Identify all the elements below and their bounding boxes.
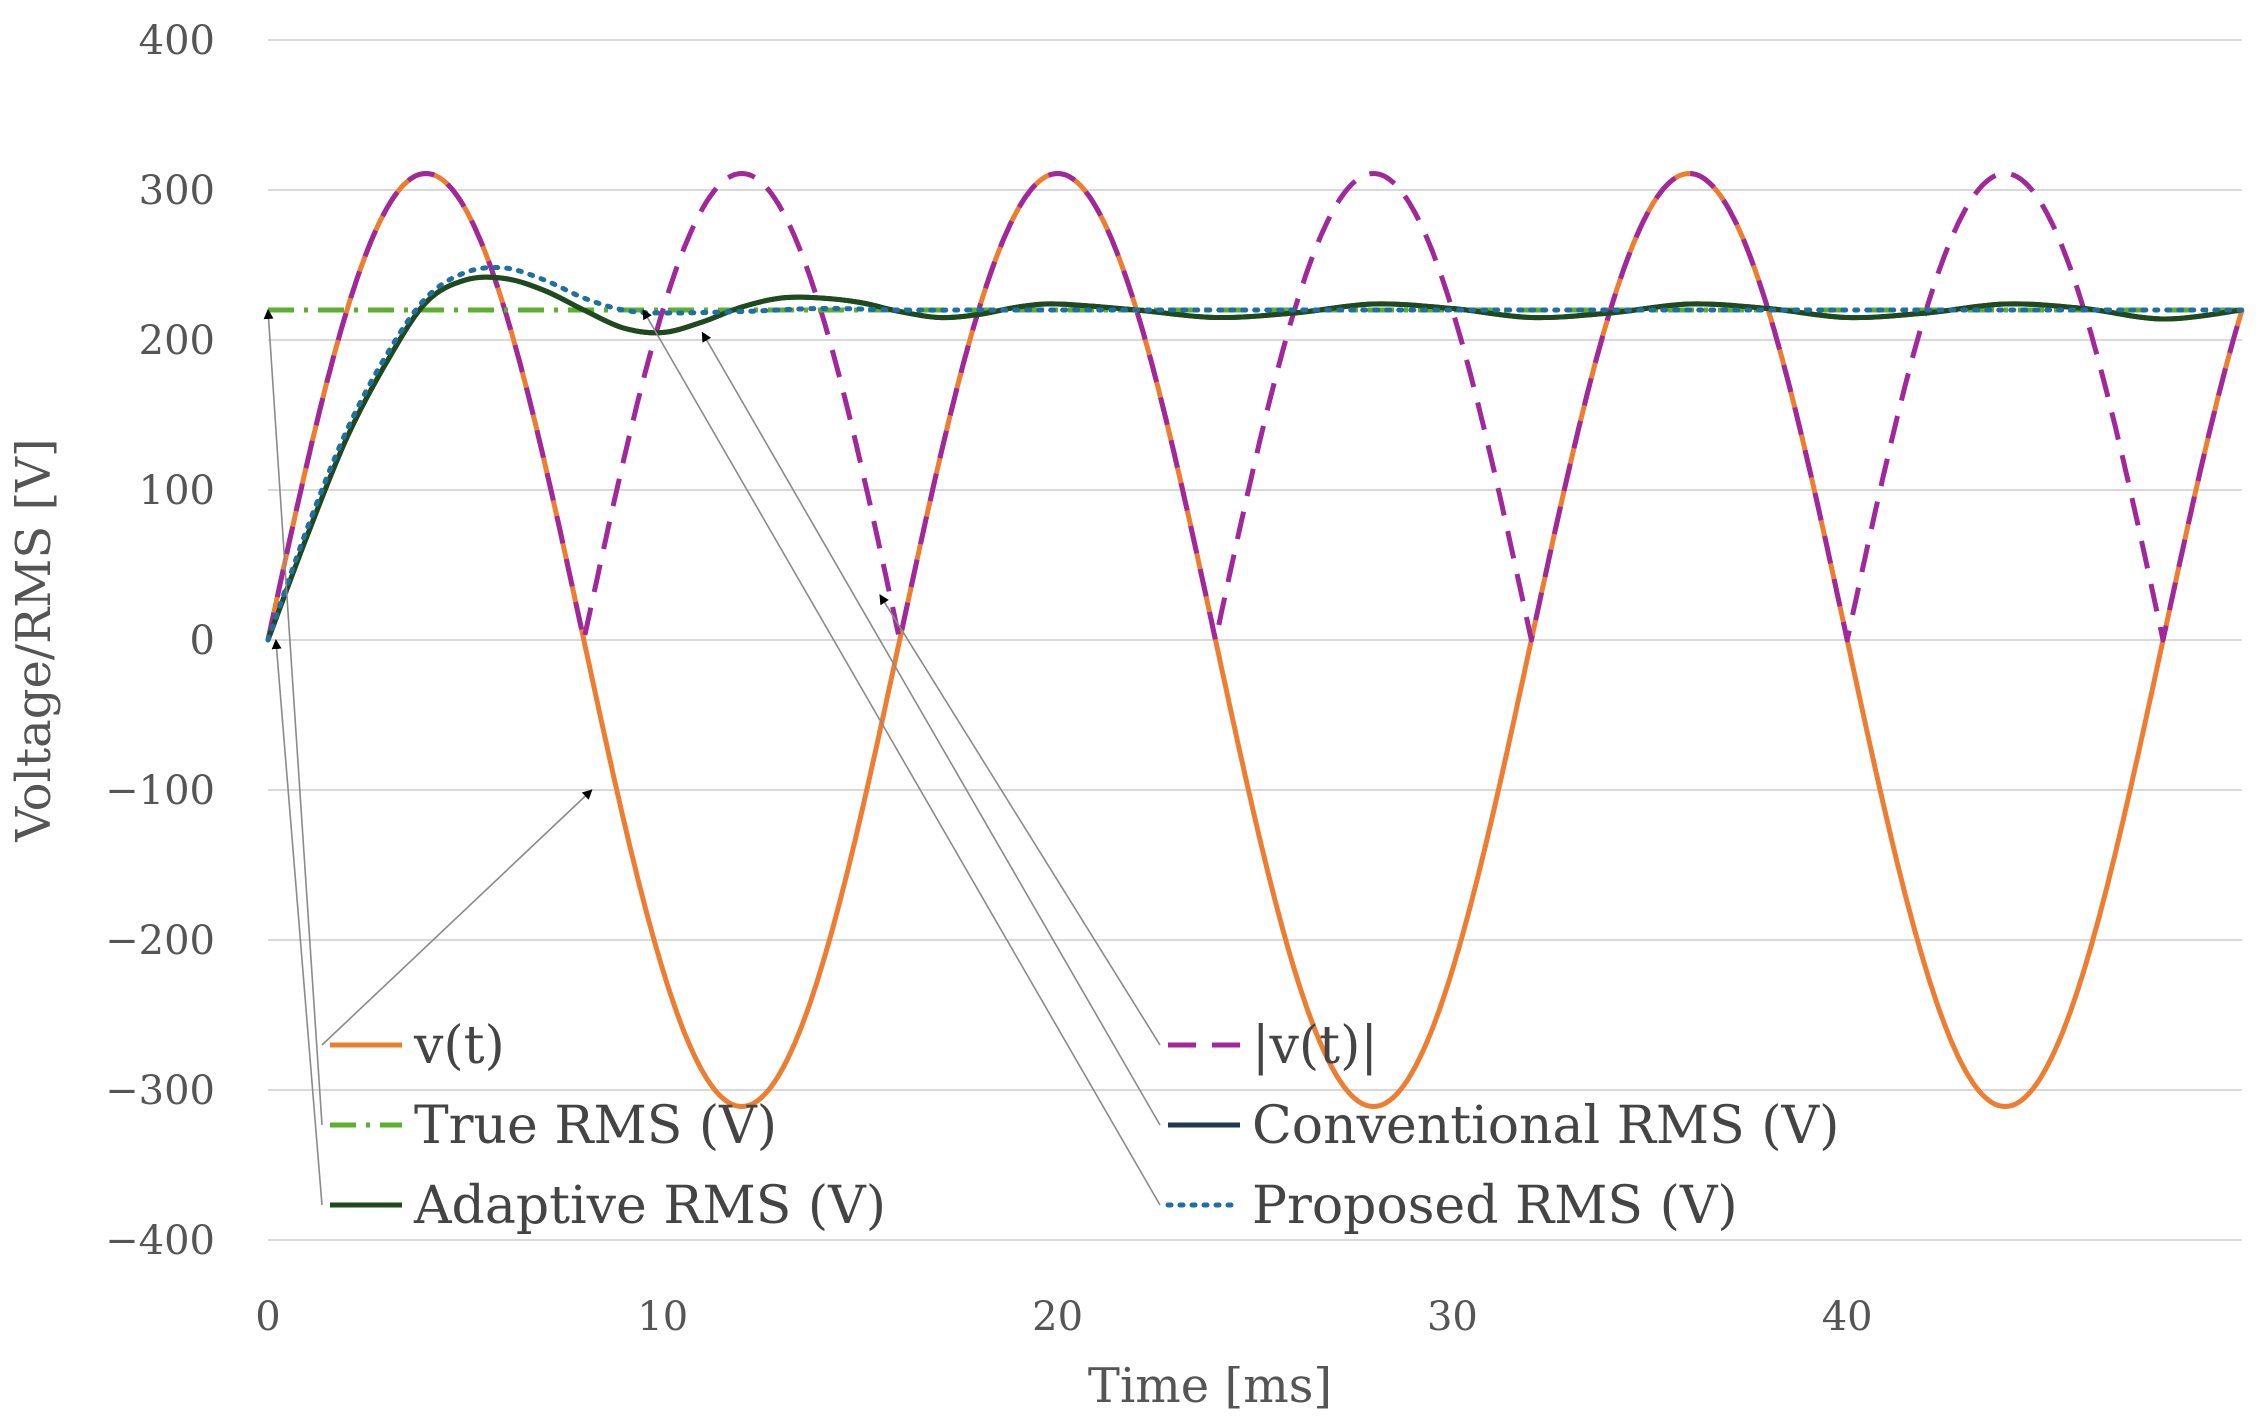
legend-label-adaptive-rms-v: Adaptive RMS (V)	[413, 1176, 886, 1236]
series-line-adaptive-rms-v	[265, 274, 2243, 641]
x-axis-title: Time [ms]	[1088, 1358, 1332, 1414]
annotation-arrow-proposed-rms-v	[642, 309, 1161, 1206]
legend-label-true-rms-v: True RMS (V)	[414, 1096, 777, 1156]
annotation-arrow-conventional-rms-v	[701, 331, 1161, 1126]
y-tick-label: −300	[105, 1068, 215, 1114]
x-tick-label: 30	[1427, 1294, 1478, 1340]
legend-label-conventional-rms-v: Conventional RMS (V)	[1252, 1096, 1839, 1156]
series-line-v-t	[265, 171, 2245, 1109]
legend-label-proposed-rms-v: Proposed RMS (V)	[1252, 1176, 1738, 1236]
y-axis-ticks: 400 300 200 100 0 −100 −200 −300 −400	[105, 18, 215, 1264]
legend-label-v-t: |v(t)|	[1252, 1016, 1378, 1076]
x-tick-label: 20	[1032, 1294, 1083, 1340]
y-tick-label: −100	[105, 768, 215, 814]
y-tick-label: 300	[139, 168, 215, 214]
annotation-arrow-v-t	[879, 594, 1161, 1046]
y-tick-label: −400	[105, 1218, 215, 1264]
x-tick-label: 10	[637, 1294, 688, 1340]
x-tick-label: 0	[255, 1294, 280, 1340]
y-axis-title: Voltage/RMS [V]	[6, 438, 62, 842]
y-tick-label: −200	[105, 918, 215, 964]
series-line-conventional-rms-v	[265, 274, 2243, 641]
legend-label-v-t: v(t)	[413, 1016, 505, 1076]
legend: v(t) |v(t)| True RMS (V) Conventional RMS (…	[330, 1016, 1839, 1236]
annotation-arrows	[263, 309, 1161, 1206]
annotation-arrow-v-t	[321, 789, 593, 1046]
series-line-proposed-rms-v	[265, 264, 2245, 643]
y-tick-label: 200	[139, 318, 215, 364]
annotation-arrow-adaptive-rms-v	[271, 639, 323, 1206]
x-axis-ticks: 0 10 20 30 40	[255, 1294, 1872, 1340]
series-lines	[265, 171, 2245, 1109]
series-line-v-t	[265, 171, 2245, 643]
grid	[268, 39, 2242, 1241]
y-tick-label: 400	[139, 18, 215, 64]
annotation-arrow-true-rms-v	[263, 309, 323, 1126]
y-tick-label: 0	[190, 618, 215, 664]
y-tick-label: 100	[139, 468, 215, 514]
x-tick-label: 40	[1822, 1294, 1873, 1340]
